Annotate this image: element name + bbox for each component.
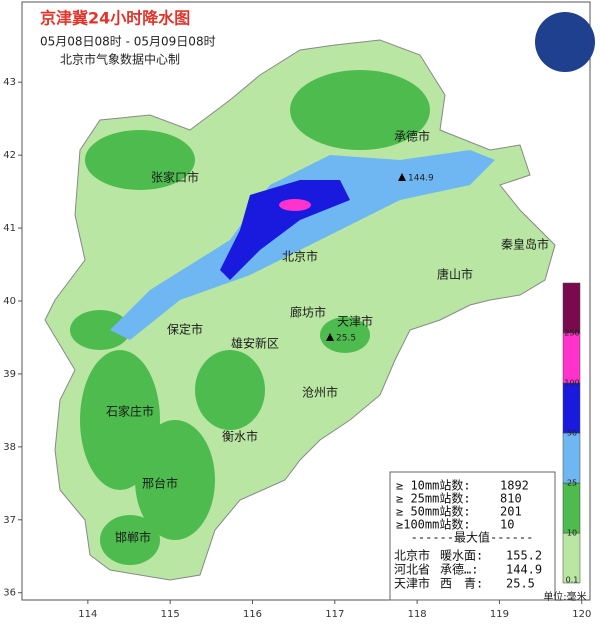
max-title: ------最大值------ [411,530,534,545]
city-label: 雄安新区 [231,336,279,351]
source: 北京市气象数据中心制 [60,52,180,67]
legend-level: 25 [567,479,577,488]
city-label: 秦皇岛市 [501,237,549,252]
max-value: 155.2 [506,549,542,563]
logo [535,12,595,72]
legend-swatch [562,432,581,484]
x-tick-label: 114 [78,609,97,620]
title: 京津冀24小时降水图 [40,9,190,28]
max-value: 25.5 [506,577,535,591]
legend-level: 0.1 [566,576,579,585]
stat-value: 810 [500,492,522,506]
city-label: 天津市 [337,314,373,329]
y-tick-label: 37 [3,515,16,526]
city-label: 北京市 [282,249,318,264]
y-tick-label: 43 [3,77,16,88]
max-value: 144.9 [506,563,542,577]
legend-swatch [562,482,581,534]
city-label: 衡水市 [222,429,258,444]
city-label: 沧州市 [302,385,338,400]
legend-level: 10 [567,529,577,538]
y-tick-label: 38 [3,442,16,453]
max-region: 天津市 [394,576,430,591]
city-label: 邢台市 [142,476,178,491]
max-station: 西 青: [440,577,483,591]
rainstorm-area [220,180,350,280]
city-label: 唐山市 [437,267,473,282]
stats-box [389,471,556,601]
x-tick-label: 115 [161,609,180,620]
stat-label: ≥100mm站数: [396,517,471,532]
stat-value: 1892 [500,479,529,493]
legend-level: 50 [567,429,577,438]
x-tick-label: 119 [490,609,509,620]
city-label: 保定市 [167,322,203,337]
extreme-rain-area [279,199,311,211]
x-tick-label: 118 [408,609,427,620]
legend-level: 250 [564,329,579,338]
x-tick-label: 117 [325,609,344,620]
legend-unit: 单位:毫米 [543,590,586,603]
y-tick-label: 36 [3,588,16,599]
moderate-rain-areas [70,70,430,565]
legend-level: 100 [564,379,579,388]
stat-label: ≥ 50mm站数: [396,504,471,519]
legend-swatch [562,282,581,334]
station-value: 144.9 [408,174,434,184]
y-tick-label: 39 [3,369,16,380]
city-label: 廊坊市 [290,305,326,320]
y-tick-label: 41 [3,223,16,234]
max-region: 北京市 [394,548,430,563]
x-tick-label: 116 [243,609,262,620]
x-tick-label: 120 [572,609,591,620]
stat-label: ≥ 10mm站数: [396,478,471,493]
period: 05月08日08时 - 05月09日08时 [40,35,216,49]
city-label: 承德市 [394,129,430,144]
stat-value: 10 [500,518,514,532]
city-label: 石家庄市 [106,404,154,419]
station-value: 25.5 [336,334,356,344]
y-tick-label: 40 [3,296,16,307]
city-label: 张家口市 [151,170,199,185]
stat-value: 201 [500,505,522,519]
max-region: 河北省 [394,563,430,577]
station-marker [398,173,406,181]
y-tick-label: 42 [3,150,16,161]
max-station: 承德…: [440,562,478,577]
legend-swatch [562,332,581,384]
heavy-rain-band [110,150,495,340]
city-label: 邯郸市 [115,530,151,545]
legend-swatch [562,382,581,434]
stat-label: ≥ 25mm站数: [396,491,471,506]
max-station: 暖水面: [440,549,483,563]
station-marker [326,333,334,341]
